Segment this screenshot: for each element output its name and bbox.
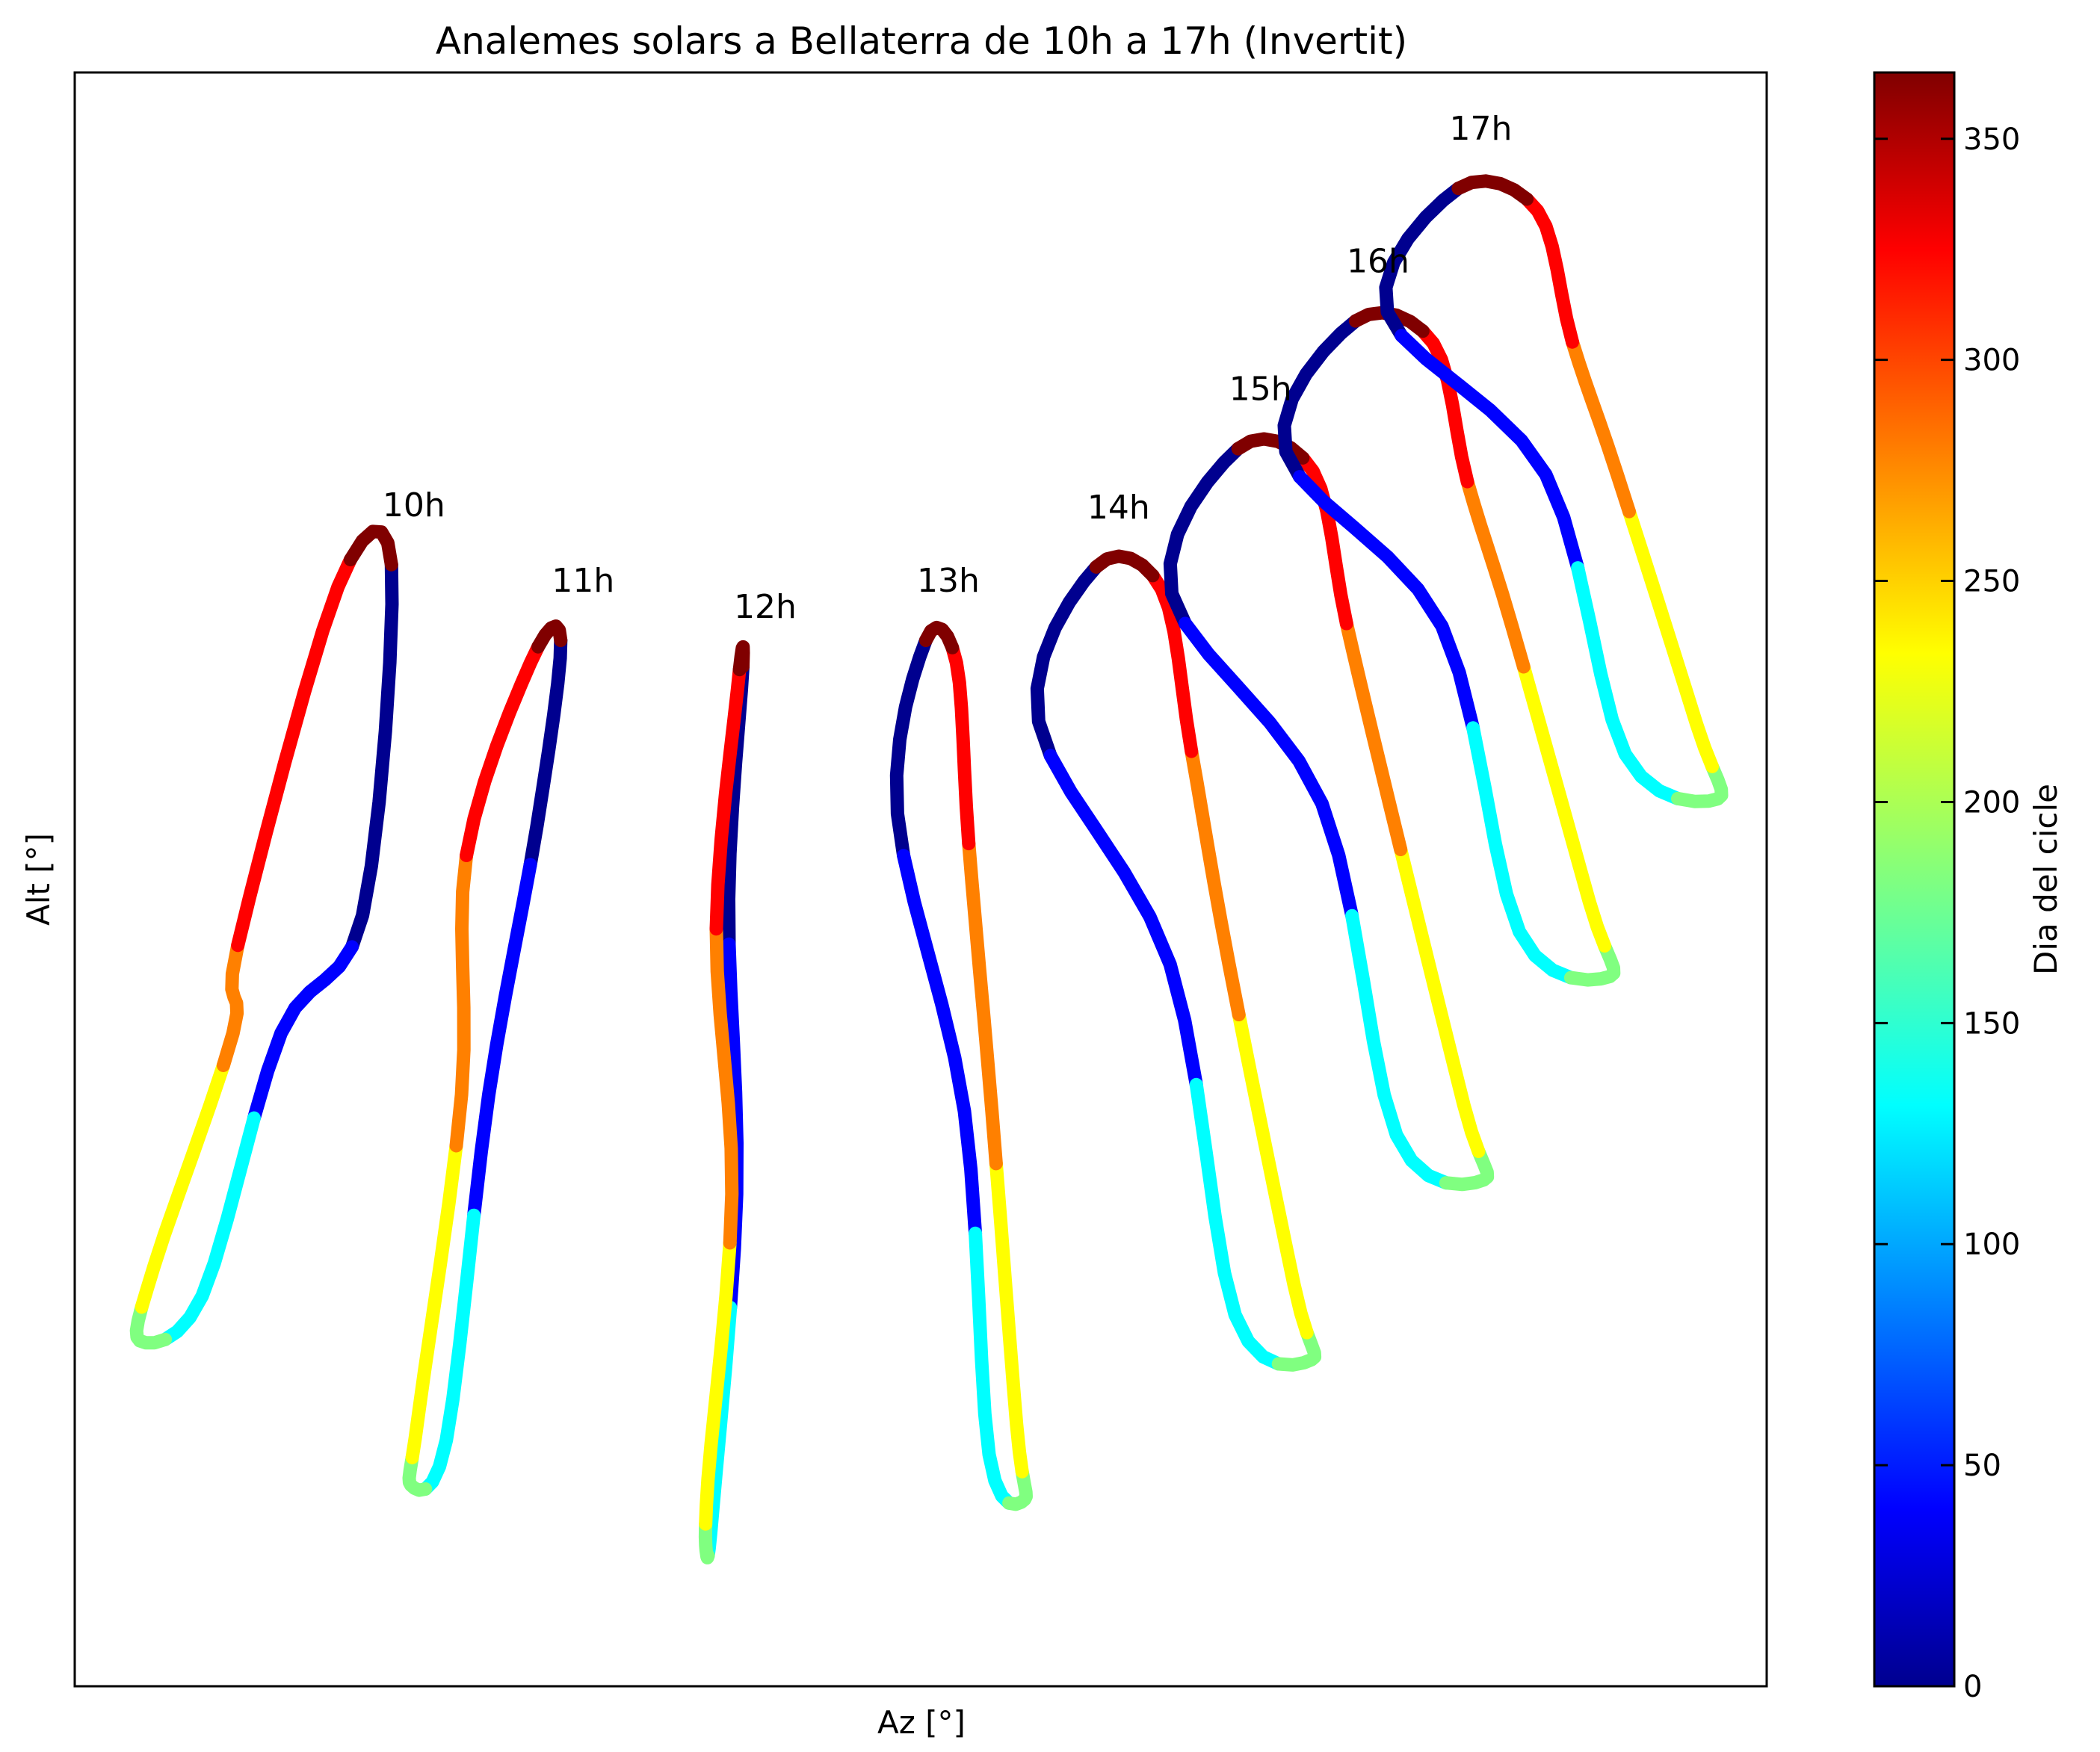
analemma-10h-segment [158, 1111, 261, 1346]
hour-label-13h: 13h [917, 562, 980, 600]
colorbar-tick-label: 300 [1963, 344, 2020, 378]
analemma-13h-segment [945, 640, 976, 851]
analemma-16h-segment [1415, 324, 1474, 489]
colorbar-tick-label: 0 [1963, 1670, 1982, 1704]
colorbar-label: Dia del cicle [2028, 784, 2064, 975]
analemma-10h-segment [344, 524, 398, 572]
analemma-15h-segment [1178, 616, 1359, 923]
analemma-16h-segment [1466, 721, 1578, 985]
hour-label-17h: 17h [1449, 110, 1512, 148]
analemma-17h-segment [1571, 561, 1684, 805]
analemma-17h-segment [1395, 329, 1585, 575]
plot-frame [73, 71, 1768, 1688]
analemma-10h-segment [247, 940, 359, 1125]
analemma-11h-segment [402, 1450, 433, 1497]
colorbar-tick-label: 100 [1963, 1228, 2020, 1262]
analemma-13h-segment [889, 634, 933, 863]
analemma-10h-segment [135, 1059, 230, 1314]
analemma-13h-segment [918, 620, 960, 654]
analemma-15h-segment [1339, 616, 1408, 856]
colorbar-tick-label: 250 [1963, 565, 2020, 599]
analemma-11h-segment [449, 849, 474, 1153]
analemma-13h-segment [897, 849, 983, 1240]
colorbar-tick-label: 350 [1963, 123, 2020, 157]
analemma-14h-segment [1146, 569, 1199, 758]
analemma-14h-segment [1232, 1008, 1314, 1340]
analemma-15h-segment [1231, 432, 1310, 465]
analemma-12h-segment [709, 663, 747, 936]
analemma-15h-segment [1163, 442, 1245, 631]
analemma-14h-segment [1271, 1325, 1322, 1372]
analemma-12h-segment [709, 922, 739, 1250]
analemma-11h-segment [419, 1208, 481, 1496]
colorbar-ticks: 0 50 100 150 200 250 300 350 [1874, 123, 2020, 1704]
analemma-13h-segment [962, 837, 1003, 1171]
analemma-13h-segment [989, 1157, 1029, 1479]
analemma-15h-segment [1345, 908, 1453, 1190]
analemma-15h-segment [1439, 1145, 1495, 1192]
chart-title: Analemes solars a Bellaterra de 10h a 17… [436, 19, 1407, 63]
analemma-10h-segment [216, 938, 245, 1072]
analemma-10h-segment [129, 1300, 173, 1350]
hour-label-16h: 16h [1347, 243, 1409, 281]
analemma-12h-segment [698, 1517, 715, 1564]
colorbar [1873, 71, 1956, 1688]
analemma-10h-segment [231, 553, 357, 953]
analemma-17h-segment [1671, 759, 1729, 808]
colorbar-tick-label: 200 [1963, 785, 2020, 820]
analemma-16h-segment [1277, 314, 1362, 484]
analemma-11h-segment [523, 634, 568, 872]
analemma-15h-segment [1296, 451, 1353, 631]
analemma-16h-segment [1460, 474, 1531, 674]
analemma-11h-segment [531, 619, 568, 654]
hour-label-11h: 11h [552, 562, 614, 600]
analemma-17h-segment [1566, 335, 1636, 519]
x-axis-label: Az [°] [877, 1704, 966, 1741]
analemma-11h-segment [405, 1139, 463, 1464]
hour-label-10h: 10h [383, 486, 445, 524]
analemma-12h-segment [732, 640, 750, 677]
analemma-17h-segment [1379, 182, 1466, 343]
analemma-14h-segment [1185, 744, 1246, 1021]
hour-label-14h: 14h [1087, 489, 1150, 527]
analemma-14h-segment [1089, 549, 1160, 583]
analemma-14h-segment [1043, 749, 1203, 1092]
hour-label-12h: 12h [734, 588, 797, 626]
analemma-17h-segment [1520, 192, 1579, 349]
analemma-16h-segment [1516, 660, 1612, 953]
analemma-16h-segment [1563, 939, 1621, 987]
analemma-11h-segment [460, 640, 546, 862]
analemma-14h-segment [1189, 1077, 1285, 1371]
y-axis-label: Alt [°] [20, 833, 57, 926]
colorbar-tick-label: 150 [1963, 1006, 2020, 1041]
analemma-13h-segment [969, 1226, 1016, 1510]
analemma-12h-segment [699, 1236, 737, 1531]
analemma-10h-segment [345, 557, 399, 954]
analemma-17h-segment [1622, 504, 1719, 773]
analemma-17h-segment [1451, 174, 1534, 206]
analemma-14h-segment [1030, 560, 1103, 763]
analemma-curves [129, 174, 1729, 1564]
hour-label-15h: 15h [1229, 371, 1292, 409]
colorbar-tick-label: 50 [1963, 1449, 2001, 1483]
analemma-16h-segment [1293, 470, 1480, 735]
analemma-11h-segment [467, 858, 537, 1222]
analemma-13h-segment [1002, 1464, 1033, 1511]
analemma-15h-segment [1394, 843, 1486, 1158]
hour-labels: 10h 11h 12h 13h 14h 15h 16h 17h [383, 110, 1512, 626]
